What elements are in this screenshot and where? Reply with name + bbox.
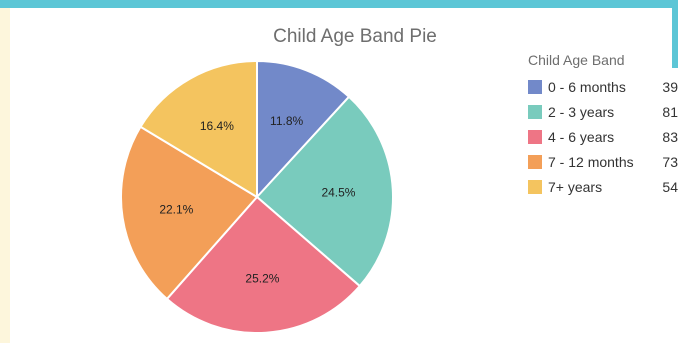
pie-label-0-6-months: 11.8% xyxy=(270,114,303,128)
chart-title: Child Age Band Pie xyxy=(273,26,437,47)
pie-label-7-plus-years: 16.4% xyxy=(200,119,234,133)
legend-item-7-plus-years[interactable]: 7+ years 54 xyxy=(528,174,678,199)
pie-slice-7-12-months[interactable] xyxy=(120,125,259,301)
legend-swatch xyxy=(528,154,542,169)
legend-label: 2 - 3 years xyxy=(548,103,615,120)
pie-slice-2-3-years[interactable] xyxy=(255,95,394,288)
legend-label: 7 - 12 months xyxy=(548,153,634,170)
legend-title: Child Age Band xyxy=(528,52,625,68)
legend-label: 0 - 6 months xyxy=(548,78,626,95)
left-panel-edge xyxy=(0,8,10,343)
right-border xyxy=(672,8,678,68)
top-border xyxy=(0,0,678,8)
legend-swatch xyxy=(528,179,542,194)
legend-swatch xyxy=(528,104,542,119)
pie-label-4-6-years: 25.2% xyxy=(245,271,279,285)
legend-swatch xyxy=(528,129,542,144)
legend-item-0-6-months[interactable]: 0 - 6 months 39 xyxy=(528,74,678,99)
legend-item-7-12-months[interactable]: 7 - 12 months 73 xyxy=(528,149,678,174)
legend-label: 4 - 6 years xyxy=(548,128,615,145)
legend-item-4-6-years[interactable]: 4 - 6 years 83 xyxy=(528,124,678,149)
legend-value: 73 xyxy=(662,153,678,170)
legend-value: 54 xyxy=(662,178,678,195)
pie-label-2-3-years: 24.5% xyxy=(321,185,355,199)
legend-item-2-3-years[interactable]: 2 - 3 years 81 xyxy=(528,99,678,124)
legend-value: 81 xyxy=(662,103,678,120)
legend-label: 7+ years xyxy=(548,178,603,195)
legend: Child Age Band 0 - 6 months 39 2 - 3 yea… xyxy=(528,52,678,199)
pie-label-7-12-months: 22.1% xyxy=(159,202,193,216)
pie-slice-0-6-months[interactable] xyxy=(256,59,351,200)
pie-chart: 11.8% 24.5% 25.2% 22.1% 16.4% xyxy=(120,59,394,334)
chart-card: Child Age Band Pie 11.8% 24.5% 25.2% 22.1% 1… xyxy=(10,8,678,343)
pie-slice-7-plus-years[interactable] xyxy=(139,59,258,199)
legend-swatch xyxy=(528,79,542,94)
legend-value: 39 xyxy=(662,78,678,95)
pie-slice-4-6-years[interactable] xyxy=(165,195,362,334)
legend-value: 83 xyxy=(662,128,678,145)
